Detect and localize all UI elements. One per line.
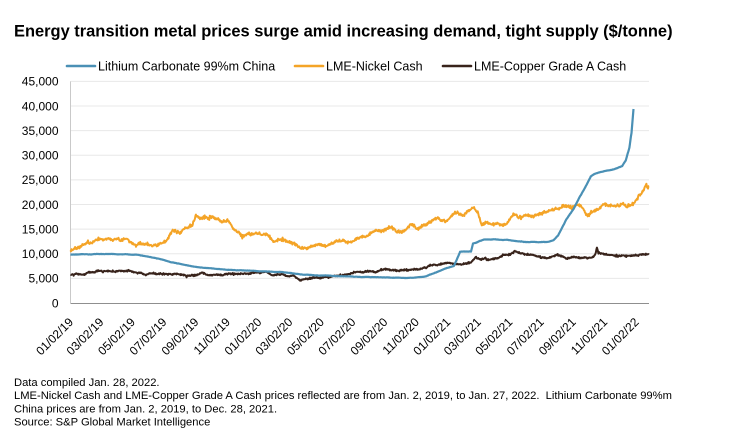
svg-text:25,000: 25,000 (22, 173, 59, 187)
svg-text:Energy transition metal prices: Energy transition metal prices surge ami… (14, 23, 673, 41)
svg-text:LME-Nickel Cash: LME-Nickel Cash (326, 59, 423, 73)
svg-text:LME-Copper Grade A Cash: LME-Copper Grade A Cash (474, 59, 626, 73)
svg-text:5,000: 5,000 (28, 272, 58, 286)
svg-text:Lithium Carbonate 99%m China: Lithium Carbonate 99%m China (98, 59, 275, 73)
svg-text:0: 0 (52, 296, 59, 310)
svg-text:40,000: 40,000 (22, 99, 59, 113)
svg-text:35,000: 35,000 (22, 124, 59, 138)
svg-text:China prices are from Jan. 2,: China prices are from Jan. 2, 2019, to D… (14, 403, 277, 415)
svg-text:10,000: 10,000 (22, 247, 59, 261)
svg-text:45,000: 45,000 (22, 75, 59, 89)
svg-text:15,000: 15,000 (22, 222, 59, 236)
svg-text:LME-Nickel Cash and LME-Copper: LME-Nickel Cash and LME-Copper Grade A C… (14, 390, 672, 402)
svg-text:Source: S&P Global Market Inte: Source: S&P Global Market Intelligence (14, 417, 210, 429)
svg-text:30,000: 30,000 (22, 149, 59, 163)
svg-text:20,000: 20,000 (22, 198, 59, 212)
svg-text:Data compiled Jan. 28, 2022.: Data compiled Jan. 28, 2022. (14, 377, 160, 389)
